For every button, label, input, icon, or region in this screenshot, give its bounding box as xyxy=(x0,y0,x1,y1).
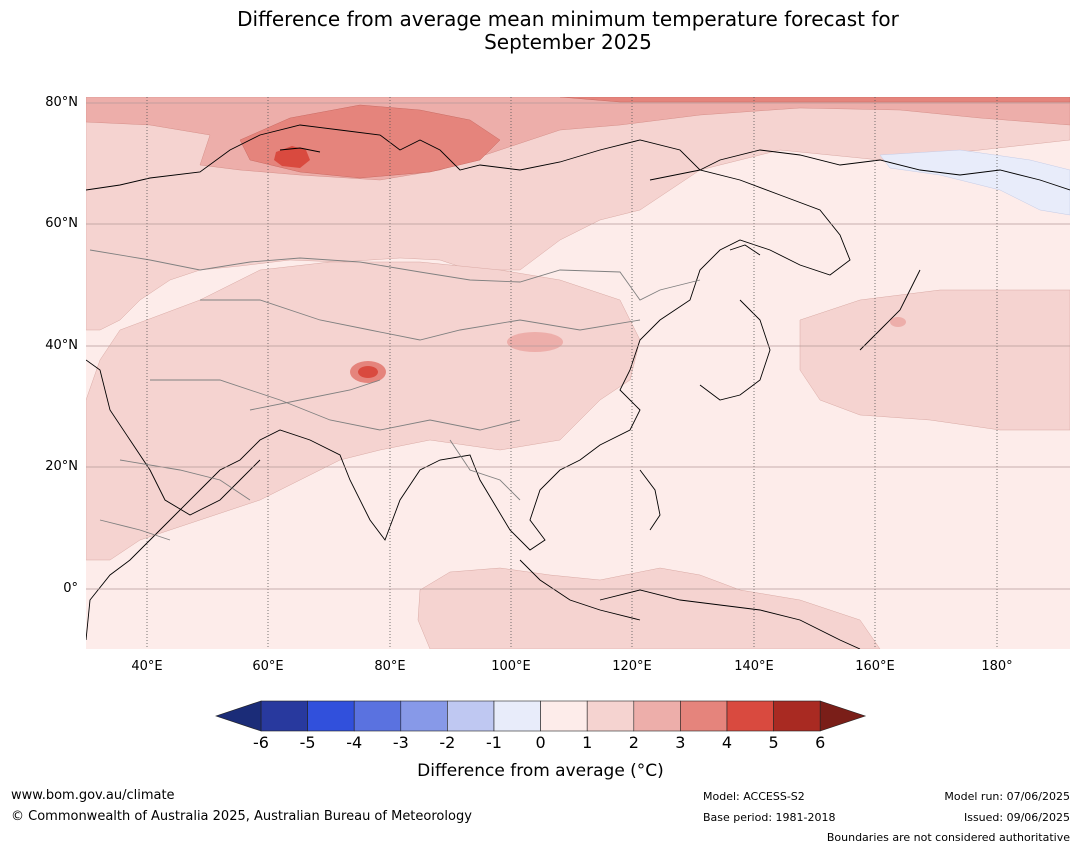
title-line-1: Difference from average mean minimum tem… xyxy=(237,7,899,31)
base-period: Base period: 1981-2018 xyxy=(703,811,836,824)
lon-label-80e: 80°E xyxy=(374,659,406,674)
colorbar-tick-label: 5 xyxy=(768,733,779,752)
colorbar-segment xyxy=(353,700,402,732)
boundaries-disclaimer: Boundaries are not considered authoritat… xyxy=(826,831,1070,844)
colorbar-tick-label: 6 xyxy=(815,733,826,752)
anomaly-3-4-region-north xyxy=(559,97,1070,103)
colorbar-segment xyxy=(586,700,635,732)
lon-label-120e: 120°E xyxy=(612,659,652,674)
copyright-text: © Commonwealth of Australia 2025, Austra… xyxy=(11,809,472,824)
colorbar-title: Difference from average (°C) xyxy=(417,761,664,781)
colorbar-tick-label: -3 xyxy=(392,733,409,752)
longitude-gridlines xyxy=(146,97,998,649)
colorbar-segment xyxy=(726,700,774,732)
anomaly-1-2-region-pacific xyxy=(799,289,1070,431)
lat-label-80n: 80°N xyxy=(45,95,78,110)
colorbar-segment xyxy=(447,700,495,732)
issued-date: Issued: 09/06/2025 xyxy=(963,811,1070,824)
temperature-anomaly-field xyxy=(86,97,1070,649)
colorbar-under-arrow xyxy=(215,700,262,732)
colorbar-tick-label: -5 xyxy=(299,733,316,752)
colorbar-tick-label: 2 xyxy=(628,733,639,752)
lat-label-20n: 20°N xyxy=(45,459,78,474)
colorbar-segment xyxy=(307,700,355,732)
anomaly-4-5-region-tibet xyxy=(358,366,378,378)
anomaly-2-3-region-pacific xyxy=(890,317,906,327)
anomaly-2-3-region-mongolia xyxy=(507,332,563,352)
country-borders xyxy=(89,249,701,541)
colorbar-segment xyxy=(400,700,448,732)
colorbar-segment xyxy=(493,700,541,732)
colorbar-segment xyxy=(260,700,308,732)
lat-label-0: 0° xyxy=(63,581,78,596)
colorbar-tick-label: -1 xyxy=(486,733,502,752)
coastlines xyxy=(86,124,1070,649)
model-run-date: Model run: 07/06/2025 xyxy=(944,790,1070,803)
colorbar-tick-label: -4 xyxy=(346,733,363,752)
colorbar-segment xyxy=(633,700,681,732)
colorbar-segment xyxy=(773,700,821,732)
colorbar-over-arrow xyxy=(819,700,867,732)
anomaly-minus1-0-region xyxy=(879,149,1070,216)
lon-label-180: 180° xyxy=(981,659,1013,674)
lat-label-60n: 60°N xyxy=(45,216,78,231)
lon-label-100e: 100°E xyxy=(491,659,531,674)
title-line-2: September 2025 xyxy=(484,30,652,54)
colorbar-tick-label: -6 xyxy=(253,733,269,752)
map-title: Difference from average mean minimum tem… xyxy=(0,8,1081,54)
colorbar xyxy=(215,700,867,732)
colorbar-tick-label: 1 xyxy=(582,733,593,752)
colorbar-tick-label: 3 xyxy=(675,733,686,752)
anomaly-1-2-region-indian-ocean xyxy=(417,567,881,649)
lat-label-40n: 40°N xyxy=(45,338,78,353)
lon-label-140e: 140°E xyxy=(734,659,774,674)
website-link[interactable]: www.bom.gov.au/climate xyxy=(11,788,175,803)
colorbar-segment xyxy=(680,700,728,732)
model-name: Model: ACCESS-S2 xyxy=(703,790,805,803)
colorbar-tick-label: 4 xyxy=(721,733,733,752)
colorbar-tick-label: -2 xyxy=(439,733,456,752)
latitude-gridlines xyxy=(86,102,1070,590)
lon-label-40e: 40°E xyxy=(131,659,163,674)
anomaly-1-2-region-central-asia xyxy=(86,261,641,561)
lon-label-160e: 160°E xyxy=(855,659,895,674)
lon-label-60e: 60°E xyxy=(252,659,284,674)
colorbar-segment xyxy=(540,700,588,732)
colorbar-tick-label: 0 xyxy=(535,733,546,752)
anomaly-4-5-region xyxy=(274,146,310,168)
